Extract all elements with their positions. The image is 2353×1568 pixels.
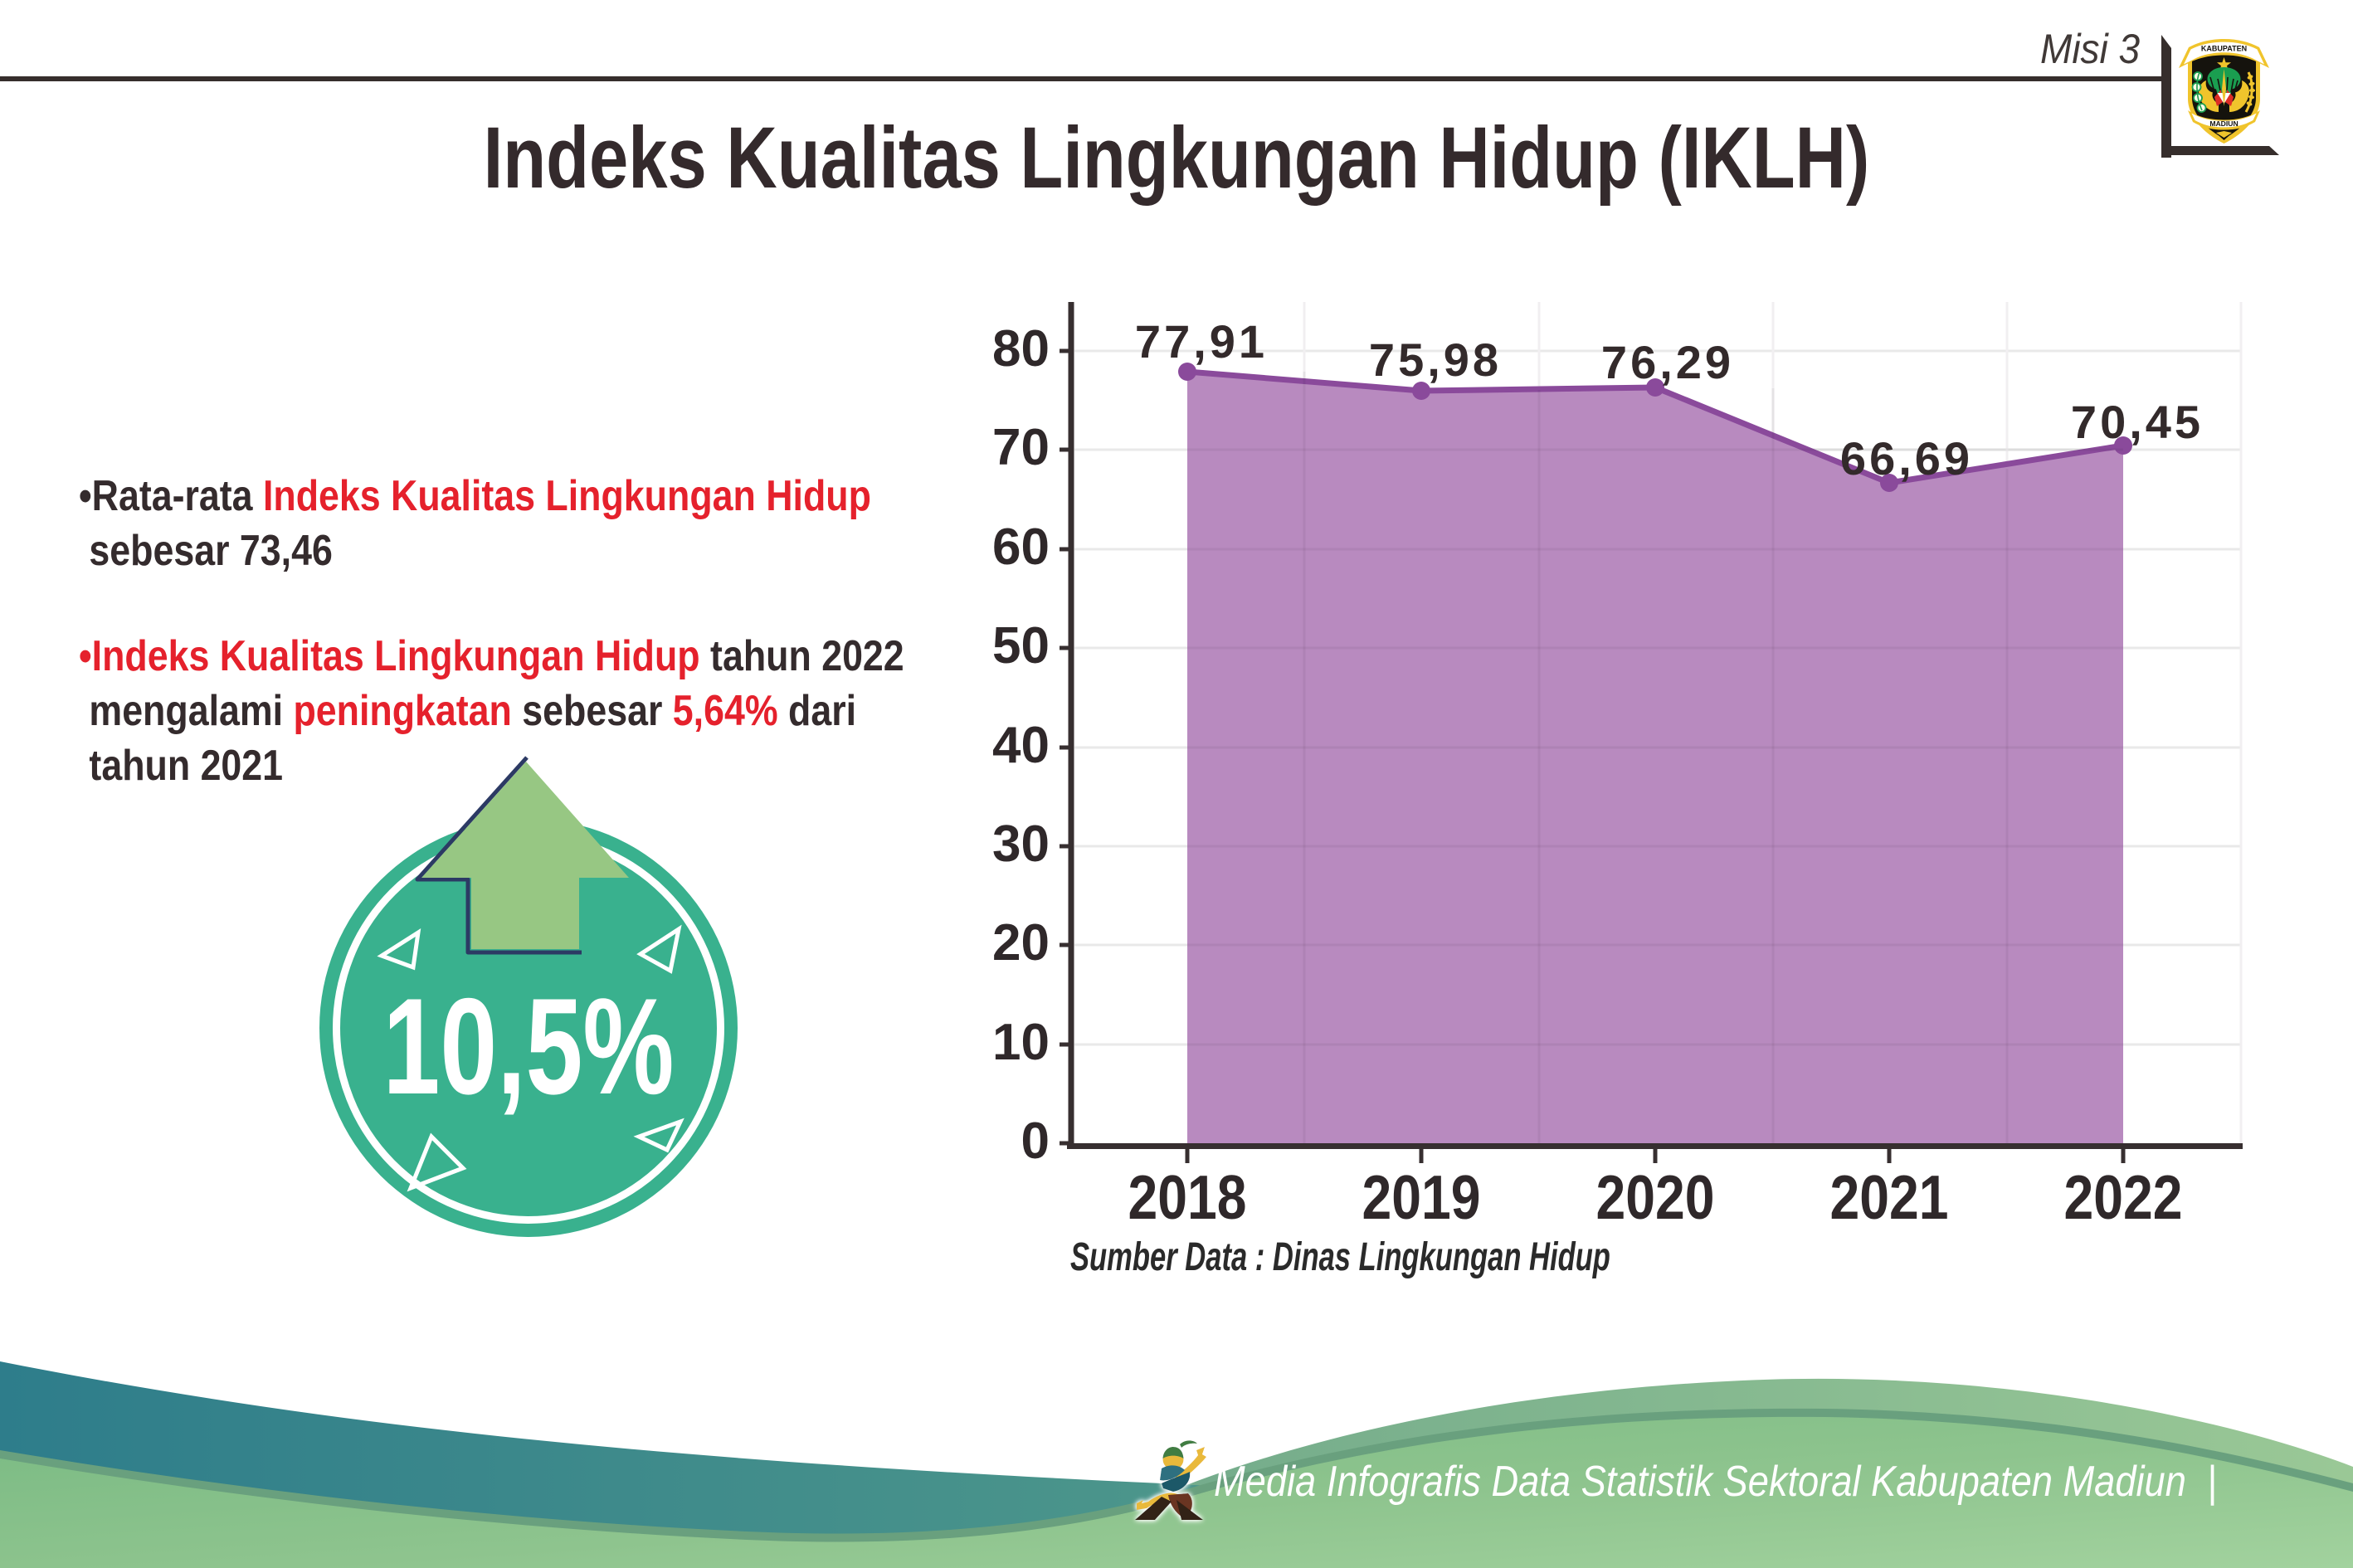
svg-text:KABUPATEN: KABUPATEN — [2201, 45, 2247, 53]
svg-text:MADIUN: MADIUN — [2209, 119, 2238, 128]
